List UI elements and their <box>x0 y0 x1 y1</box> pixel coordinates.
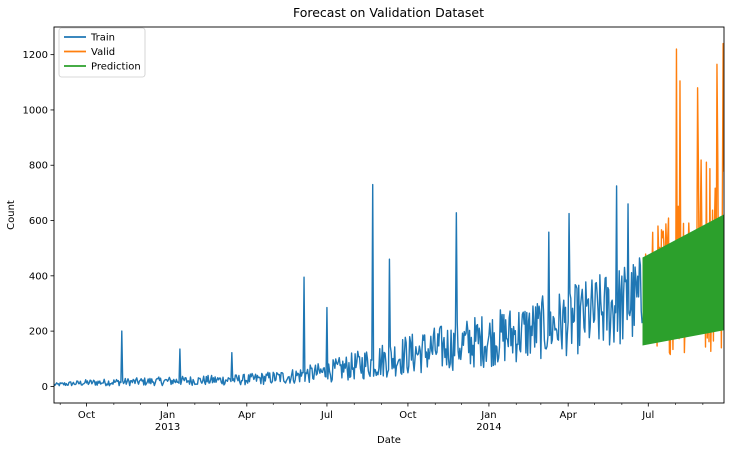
x-tick-year-label: 2013 <box>155 422 180 433</box>
legend-label-train: Train <box>90 33 115 44</box>
x-tick-label: Oct <box>78 410 95 421</box>
x-tick-label: Jul <box>320 410 333 421</box>
legend-box <box>58 27 146 78</box>
x-tick-label: Jul <box>641 410 654 421</box>
y-tick-label: 600 <box>29 216 48 227</box>
x-tick-year-label: 2014 <box>476 422 501 433</box>
y-tick-label: 1000 <box>23 105 48 116</box>
series-band-prediction <box>642 214 724 346</box>
plot-frame <box>53 26 725 404</box>
y-axis-label: Count <box>6 200 17 230</box>
x-tick-label: Oct <box>399 410 416 421</box>
y-tick-label: 1200 <box>23 50 48 61</box>
x-tick-label: Apr <box>560 410 578 421</box>
y-tick-label: 400 <box>29 271 48 282</box>
y-tick-label: 0 <box>42 382 48 393</box>
legend: Train Valid Prediction <box>58 27 146 78</box>
y-axis: 0 200 400 600 800 1000 1200 <box>23 50 54 393</box>
x-axis-label: Date <box>377 435 401 446</box>
x-tick-label: Jan <box>159 410 175 421</box>
chart-title: Forecast on Validation Dataset <box>293 5 484 20</box>
legend-label-valid: Valid <box>91 47 115 58</box>
y-tick-label: 200 <box>29 327 48 338</box>
x-tick-label: Jan <box>480 410 496 421</box>
x-tick-label: Apr <box>238 410 256 421</box>
series-layer <box>54 42 724 387</box>
series-line-train <box>54 183 643 387</box>
y-tick-label: 800 <box>29 161 48 172</box>
legend-label-prediction: Prediction <box>91 62 141 73</box>
